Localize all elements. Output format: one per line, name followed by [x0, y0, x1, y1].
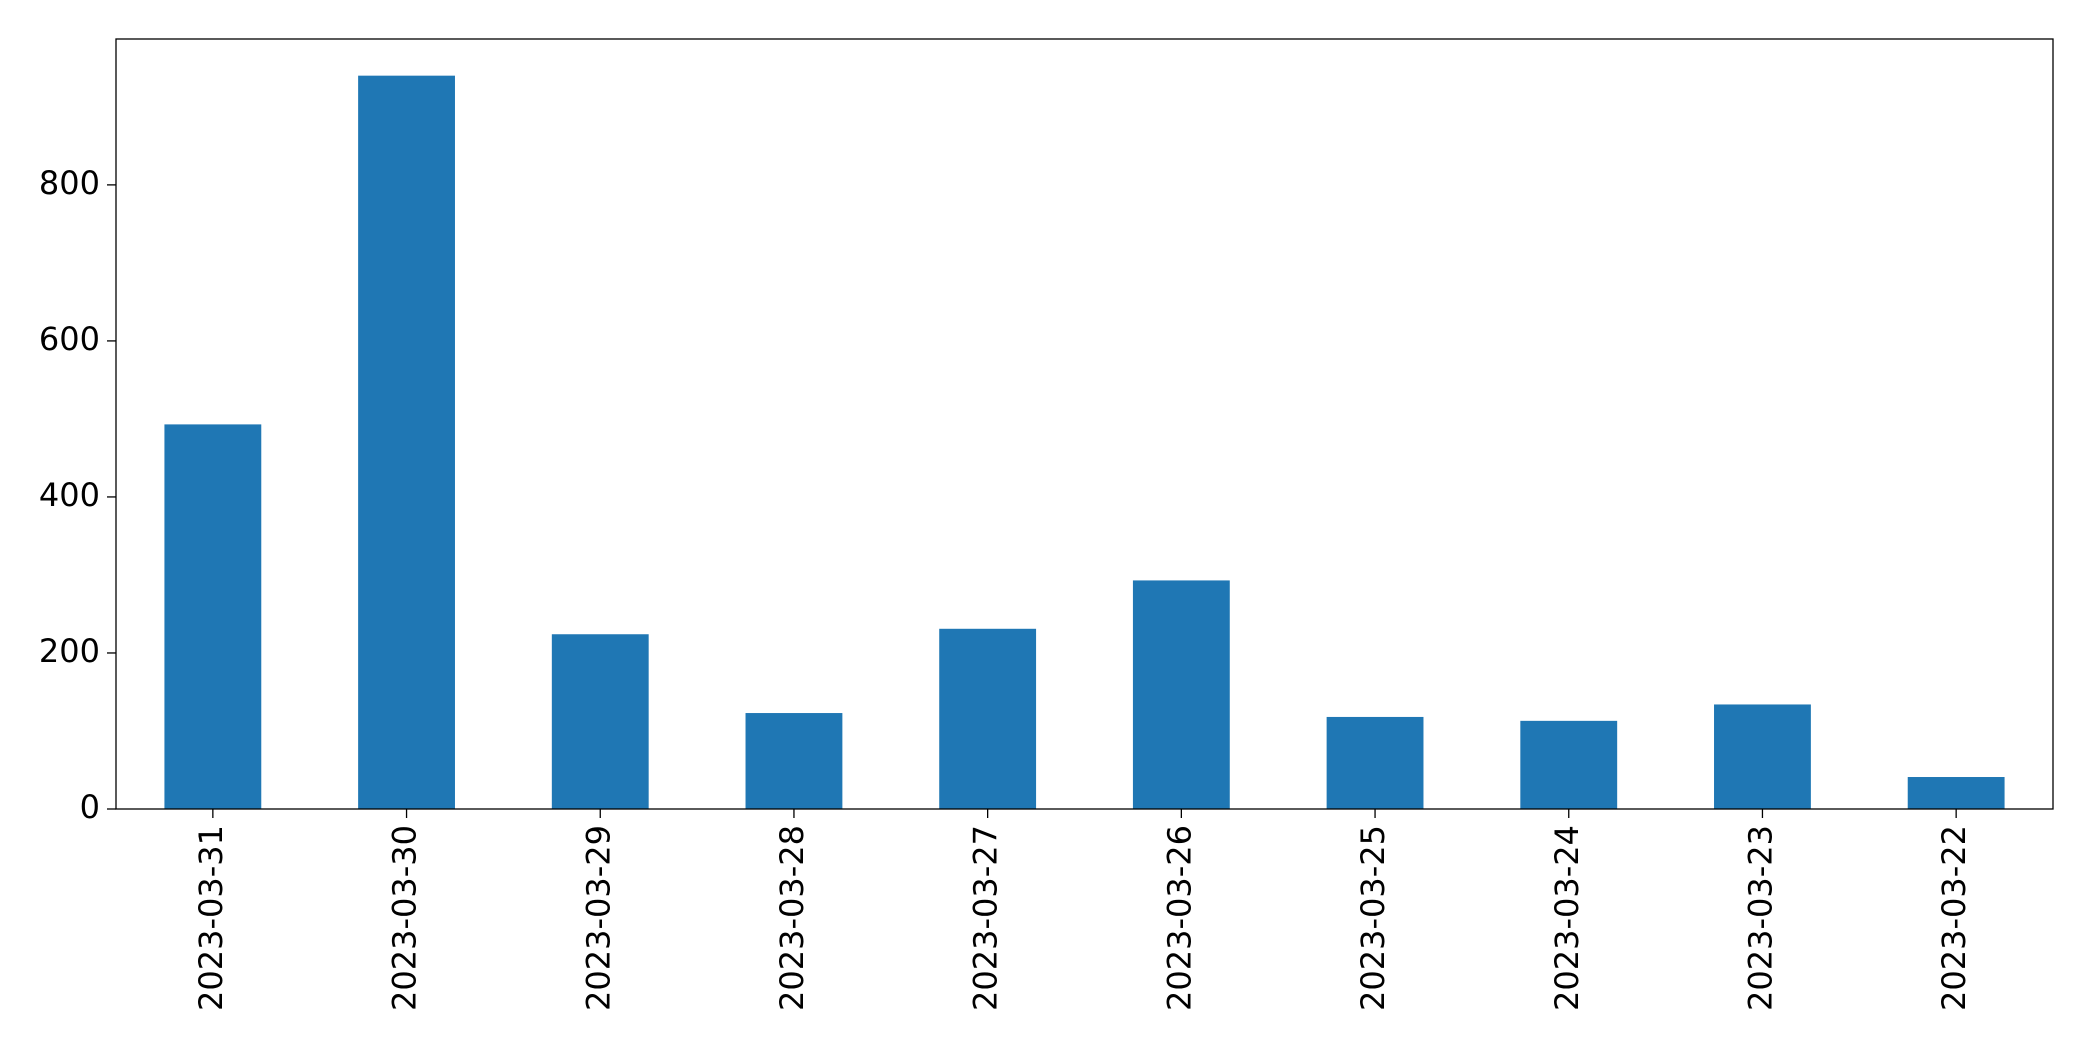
bar	[164, 424, 262, 809]
y-tick-label: 200	[39, 632, 100, 670]
bar	[939, 628, 1037, 809]
x-tick-label: 2023-03-28	[773, 825, 811, 1011]
y-tick-label: 600	[39, 320, 100, 358]
y-tick-label: 800	[39, 164, 100, 202]
bar	[1907, 777, 2005, 809]
x-tick-label: 2023-03-29	[579, 825, 617, 1011]
x-tick-label: 2023-03-24	[1548, 825, 1586, 1011]
bar	[1714, 704, 1811, 809]
x-tick-label: 2023-03-23	[1741, 825, 1779, 1011]
x-tick-label: 2023-03-26	[1160, 825, 1198, 1011]
x-tick-label: 2023-03-22	[1935, 825, 1973, 1011]
plot-frame	[115, 38, 2054, 810]
x-tick-label: 2023-03-27	[967, 825, 1005, 1011]
y-tick-label: 400	[39, 476, 100, 514]
x-tick-label: 2023-03-31	[192, 825, 230, 1011]
bar	[551, 634, 649, 809]
x-tick-label: 2023-03-25	[1354, 825, 1392, 1011]
bar	[1132, 580, 1230, 809]
bar	[1520, 720, 1618, 809]
x-tick-label: 2023-03-30	[386, 825, 424, 1011]
bar	[1326, 716, 1424, 809]
bar	[358, 75, 455, 809]
bar	[745, 713, 843, 809]
y-tick-label: 0	[80, 788, 100, 826]
